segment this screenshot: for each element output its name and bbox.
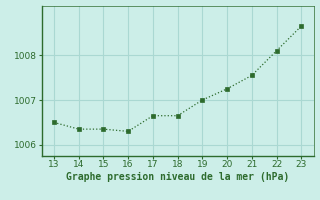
- X-axis label: Graphe pression niveau de la mer (hPa): Graphe pression niveau de la mer (hPa): [66, 172, 289, 182]
